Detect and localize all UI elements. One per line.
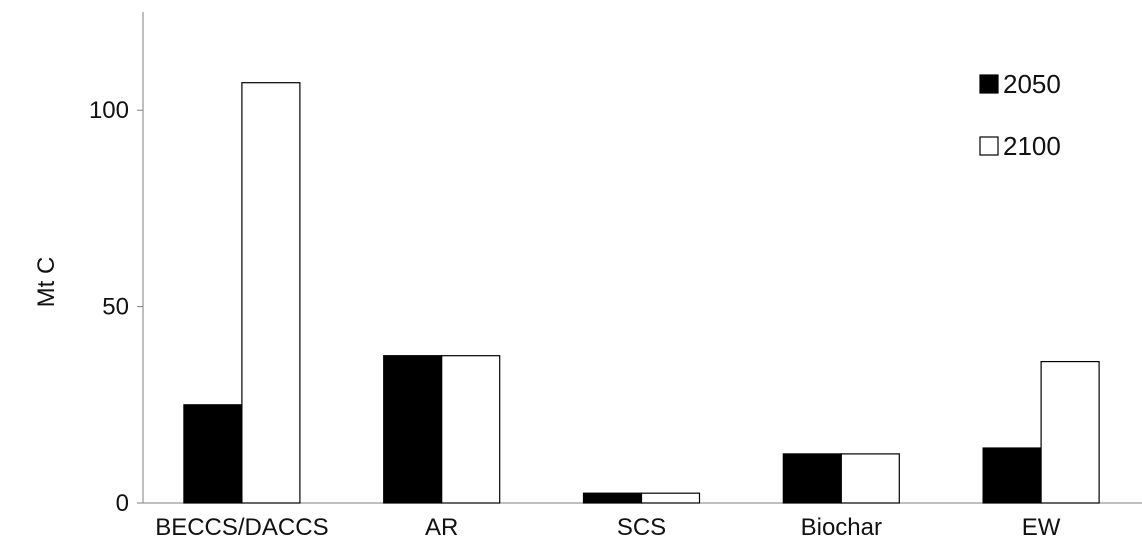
bar-2100-beccs-daccs bbox=[241, 82, 301, 504]
bar-2050-scs bbox=[582, 492, 643, 504]
y-axis-title: Mt C bbox=[33, 257, 60, 308]
y-tick-labels: 0 50 100 bbox=[89, 97, 129, 517]
bar-2050-ar bbox=[383, 355, 443, 504]
x-tick-label: BECCS/DACCS bbox=[155, 514, 328, 541]
bar-2050-biochar bbox=[782, 453, 842, 504]
x-tick-label: Biochar bbox=[801, 514, 882, 541]
bar-2100-ar bbox=[441, 355, 501, 504]
bar-2100-ew bbox=[1040, 360, 1100, 504]
x-tick-label: SCS bbox=[617, 514, 666, 541]
category-labels: BECCS/DACCS AR SCS Biochar EW bbox=[155, 514, 1061, 541]
bar-2100-scs bbox=[640, 492, 701, 504]
x-tick-label: AR bbox=[425, 514, 458, 541]
bar-2050-ew bbox=[982, 447, 1042, 504]
legend-swatch-2100 bbox=[979, 136, 999, 156]
legend: 2050 2100 bbox=[979, 69, 1061, 161]
y-tick-label: 50 bbox=[102, 294, 129, 321]
x-tick-label: EW bbox=[1022, 514, 1061, 541]
legend-swatch-2050 bbox=[979, 74, 999, 94]
y-tick-label: 100 bbox=[89, 97, 129, 124]
bars bbox=[183, 82, 1100, 504]
legend-label-2050: 2050 bbox=[1003, 69, 1061, 99]
bar-2100-biochar bbox=[840, 453, 900, 504]
bar-2050-beccs-daccs bbox=[183, 404, 243, 504]
y-tick-label: 0 bbox=[116, 490, 129, 517]
legend-label-2100: 2100 bbox=[1003, 131, 1061, 161]
